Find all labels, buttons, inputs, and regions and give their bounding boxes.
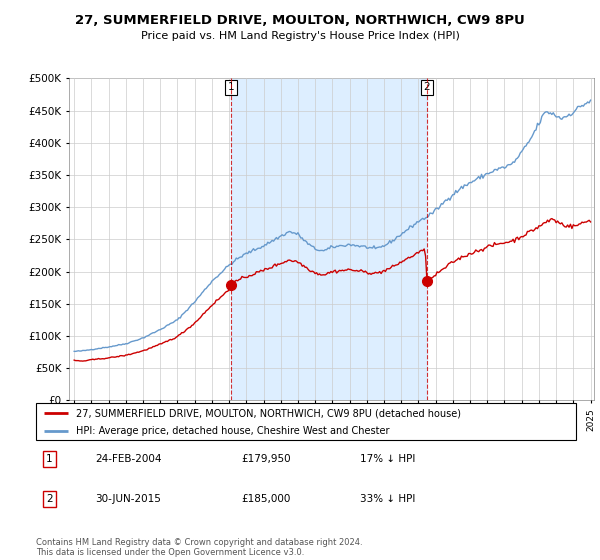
Text: HPI: Average price, detached house, Cheshire West and Chester: HPI: Average price, detached house, Ches… [77,426,390,436]
Text: £179,950: £179,950 [241,454,291,464]
Text: 2: 2 [46,494,53,504]
Text: Price paid vs. HM Land Registry's House Price Index (HPI): Price paid vs. HM Land Registry's House … [140,31,460,41]
Text: 33% ↓ HPI: 33% ↓ HPI [360,494,415,504]
Text: 1: 1 [46,454,53,464]
Text: 17% ↓ HPI: 17% ↓ HPI [360,454,415,464]
Text: 27, SUMMERFIELD DRIVE, MOULTON, NORTHWICH, CW9 8PU: 27, SUMMERFIELD DRIVE, MOULTON, NORTHWIC… [75,14,525,27]
Text: 24-FEB-2004: 24-FEB-2004 [95,454,162,464]
Text: 2: 2 [424,82,430,92]
Text: £185,000: £185,000 [241,494,290,504]
Text: Contains HM Land Registry data © Crown copyright and database right 2024.
This d: Contains HM Land Registry data © Crown c… [36,538,362,557]
Text: 30-JUN-2015: 30-JUN-2015 [95,494,161,504]
Text: 1: 1 [228,82,235,92]
FancyBboxPatch shape [36,403,576,440]
Bar [231,78,427,400]
Text: 27, SUMMERFIELD DRIVE, MOULTON, NORTHWICH, CW9 8PU (detached house): 27, SUMMERFIELD DRIVE, MOULTON, NORTHWIC… [77,408,461,418]
